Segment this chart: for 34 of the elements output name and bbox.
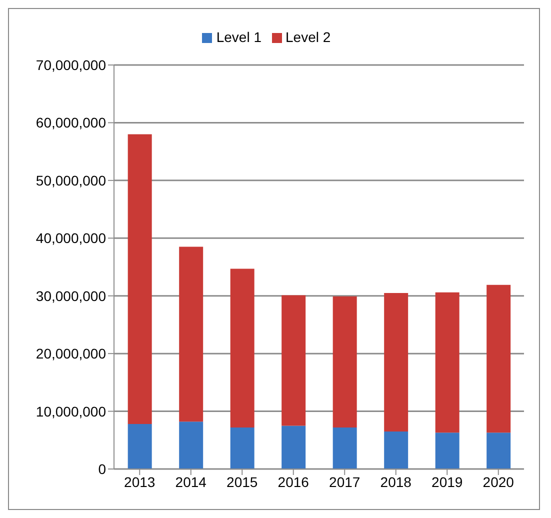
bar	[384, 431, 408, 469]
y-tick-label: 30,000,000	[36, 288, 106, 304]
bar	[332, 427, 357, 469]
y-tick-label: 0	[98, 460, 106, 477]
bar	[332, 296, 357, 428]
y-tick-label: 20,000,000	[36, 346, 106, 362]
x-tick-label: 2019	[432, 474, 463, 490]
x-tick-label: 2020	[482, 474, 514, 490]
x-tick-label: 2018	[380, 474, 412, 490]
y-tick-label: 50,000,000	[36, 172, 106, 188]
x-tick-label: 2015	[226, 474, 258, 490]
legend-label: Level 2	[286, 29, 331, 45]
y-tick-label: 40,000,000	[36, 230, 106, 246]
x-tick-label: 2017	[329, 474, 360, 490]
bar	[435, 432, 460, 469]
bar	[128, 424, 152, 469]
y-tick-label: 70,000,000	[36, 56, 106, 73]
x-tick-label: 2016	[278, 474, 310, 490]
legend-label: Level 1	[216, 29, 262, 45]
bar	[230, 268, 254, 428]
bar	[179, 422, 204, 469]
bar	[179, 246, 204, 422]
y-tick-label: 10,000,000	[36, 403, 106, 420]
x-tick-label: 2014	[175, 474, 207, 490]
bar	[282, 295, 306, 426]
bar	[486, 284, 511, 433]
bar	[486, 432, 511, 469]
bar	[230, 427, 254, 469]
y-tick-label: 60,000,000	[36, 114, 106, 131]
bar	[128, 134, 152, 424]
bar	[384, 292, 408, 432]
bar	[282, 426, 306, 469]
x-tick-label: 2013	[124, 474, 156, 490]
bar	[435, 292, 460, 433]
